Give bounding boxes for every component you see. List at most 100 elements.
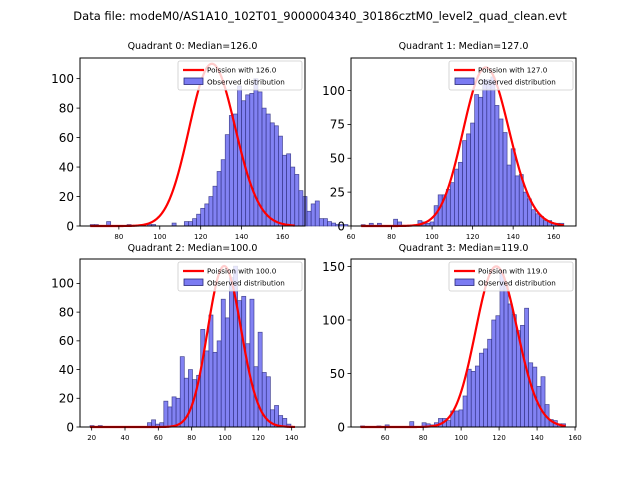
histogram-bar <box>491 319 497 428</box>
histogram-bar <box>458 409 464 428</box>
histogram-bar <box>278 135 283 227</box>
histogram-bar <box>445 189 451 227</box>
histogram-bar <box>540 376 546 428</box>
histogram-bar <box>294 174 300 227</box>
histogram-bar <box>245 94 251 227</box>
histogram-bar <box>310 203 316 227</box>
histogram-bar <box>474 94 480 227</box>
histogram-bar <box>454 168 459 227</box>
histogram-bar <box>466 133 471 227</box>
histogram-bar <box>494 105 500 227</box>
histogram-bar <box>323 218 328 227</box>
histogram-bar <box>196 213 202 227</box>
histogram-bar <box>514 175 520 227</box>
subplot-quadrant-0: Quadrant 0: Median=126.0 0 20 40 60 80 100 80 1… <box>51 41 349 241</box>
legend: Poission with 127.0 Observed distribution <box>448 60 574 91</box>
histogram-bar <box>462 395 468 428</box>
histogram-bar <box>265 113 271 227</box>
histogram-bar <box>495 315 501 428</box>
histogram-bar <box>306 210 312 227</box>
y-tick-label: 75 <box>330 118 345 132</box>
histogram-bar <box>327 221 332 227</box>
x-tick-label: 120 <box>466 233 479 241</box>
histogram-bar <box>163 400 169 428</box>
axes-frame <box>79 258 306 428</box>
subplot-quadrant-1: Quadrant 1: Median=127.0 0 25 50 75 100 60 80 1… <box>322 41 577 241</box>
histogram-bar <box>462 140 467 227</box>
x-tick-label: 100 <box>153 233 166 241</box>
legend: Poission with 119.0 Observed distribution <box>448 261 574 292</box>
legend-bar-swatch <box>454 278 475 286</box>
histogram-bar <box>249 298 255 428</box>
histogram-bar <box>253 78 259 227</box>
histogram-bar <box>188 369 193 428</box>
subplot-title: Quadrant 3: Median=119.0 <box>399 243 529 254</box>
x-tick-label: 80 <box>419 434 428 442</box>
histogram-bar <box>228 115 234 227</box>
y-tick-label: 50 <box>330 367 345 381</box>
histogram-bar <box>216 340 222 428</box>
histogram-bar <box>498 118 504 227</box>
y-tick-label: 50 <box>330 152 345 166</box>
x-tick-label: 120 <box>492 434 505 442</box>
histogram-bar <box>171 396 177 428</box>
x-tick-label: 80 <box>114 233 123 241</box>
legend-label-observed: Observed distribution <box>207 279 285 288</box>
y-tick-label: 60 <box>59 131 74 145</box>
legend-box <box>177 60 303 91</box>
histogram-bar <box>470 122 475 227</box>
histogram-bar <box>458 161 463 227</box>
histogram-bar <box>531 209 536 227</box>
legend-label-observed: Observed distribution <box>478 279 556 288</box>
histogram-bar <box>474 365 480 428</box>
legend-box <box>448 60 574 91</box>
histogram-bar <box>486 79 492 227</box>
histogram-bar <box>503 285 509 428</box>
histogram-bar <box>502 132 508 227</box>
histogram-bar <box>237 85 242 227</box>
legend-label-poisson: Poission with 126.0 <box>207 66 277 75</box>
histogram-bar <box>479 352 484 428</box>
x-tick-label: 80 <box>187 434 196 442</box>
x-tick-label: 120 <box>252 434 265 442</box>
y-tick-label: 80 <box>59 101 74 115</box>
histogram-bar <box>490 76 496 227</box>
histogram-bar <box>522 191 528 227</box>
y-tick-label: 100 <box>322 84 345 98</box>
histogram-bar <box>331 222 337 227</box>
y-tick-label: 100 <box>51 72 74 86</box>
subplot-title: Quadrant 1: Median=127.0 <box>399 41 529 52</box>
y-tick-label: 0 <box>66 219 74 233</box>
histogram-bars <box>360 271 566 428</box>
y-tick-label: 0 <box>337 219 345 233</box>
legend-bar-swatch <box>454 77 475 85</box>
histogram-bar <box>212 351 218 428</box>
x-tick-label: 140 <box>235 233 248 241</box>
histogram-bar <box>286 153 292 227</box>
histogram-bar <box>216 171 222 227</box>
histogram-bar <box>167 406 173 428</box>
histogram-bar <box>535 213 540 227</box>
legend-label-observed: Observed distribution <box>207 78 285 87</box>
subplot-title: Quadrant 0: Median=126.0 <box>128 41 258 52</box>
y-tick-label: 80 <box>59 305 74 319</box>
x-tick-label: 120 <box>194 233 207 241</box>
figure-suptitle: Data file: modeM0/AS1A10_102T01_90000043… <box>73 9 567 23</box>
histogram-bar <box>318 218 324 227</box>
histogram-bar <box>478 96 484 227</box>
histogram-bar <box>224 317 230 428</box>
x-tick-label: 140 <box>530 434 543 442</box>
legend-bar-swatch <box>183 77 204 85</box>
legend: Poission with 126.0 Observed distribution <box>177 60 303 91</box>
legend-label-poisson: Poission with 100.0 <box>207 267 277 276</box>
y-tick-label: 60 <box>59 334 74 348</box>
histogram-bar <box>200 207 206 227</box>
histogram-bar <box>314 200 320 227</box>
legend-box <box>177 261 303 292</box>
subplot-title: Quadrant 2: Median=100.0 <box>128 243 258 254</box>
x-tick-label: 60 <box>381 434 390 442</box>
histogram-bar <box>466 368 472 428</box>
histogram-bar <box>269 122 275 227</box>
x-tick-label: 140 <box>285 434 298 442</box>
